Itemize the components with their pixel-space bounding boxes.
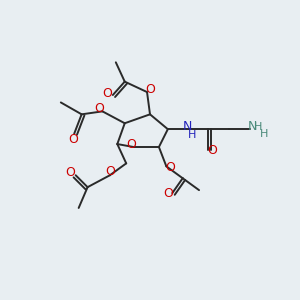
Text: O: O bbox=[65, 167, 75, 179]
Text: N: N bbox=[183, 120, 192, 133]
Text: H: H bbox=[188, 130, 197, 140]
Text: H: H bbox=[260, 129, 269, 139]
Text: H: H bbox=[254, 122, 263, 132]
Text: O: O bbox=[94, 102, 104, 115]
Text: O: O bbox=[163, 187, 173, 200]
Text: N: N bbox=[247, 120, 256, 133]
Text: O: O bbox=[165, 161, 175, 174]
Text: O: O bbox=[207, 143, 217, 157]
Text: O: O bbox=[145, 82, 155, 96]
Text: O: O bbox=[105, 165, 115, 178]
Text: O: O bbox=[103, 87, 112, 100]
Text: O: O bbox=[68, 133, 78, 146]
Text: O: O bbox=[126, 138, 136, 151]
